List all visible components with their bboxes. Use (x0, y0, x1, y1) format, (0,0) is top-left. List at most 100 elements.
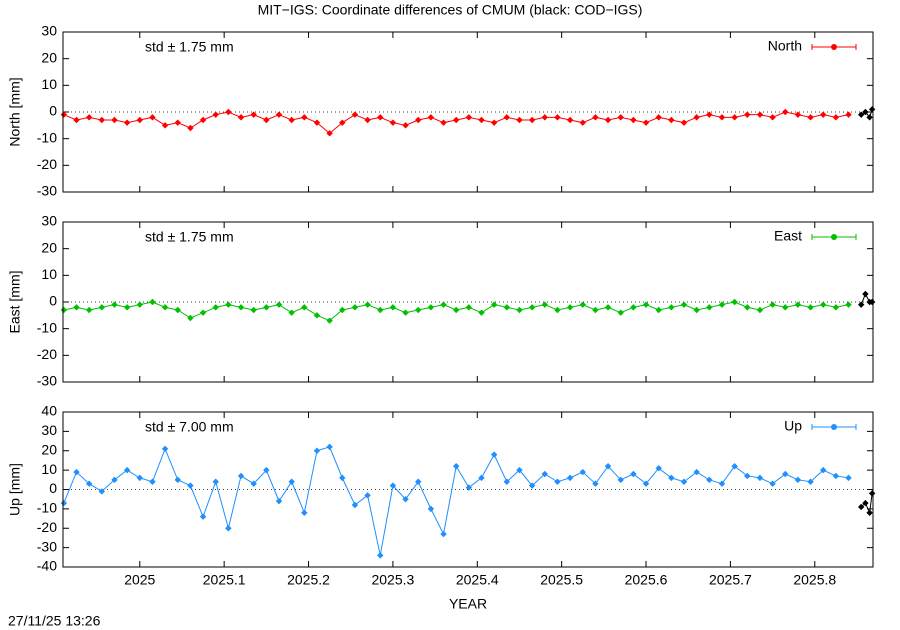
data-point (275, 111, 283, 118)
data-point (490, 301, 498, 308)
data-point (642, 301, 650, 308)
legend-marker (831, 424, 837, 430)
data-point (212, 304, 219, 311)
series-line (860, 493, 873, 515)
data-point (503, 304, 511, 311)
data-point (744, 304, 751, 311)
data-point (250, 111, 257, 118)
x-tick-label: 2025.2 (287, 572, 330, 588)
data-point (820, 466, 827, 474)
data-point (415, 478, 422, 485)
data-point (868, 298, 876, 306)
data-point (617, 309, 624, 316)
data-point (807, 114, 814, 121)
data-point (402, 495, 409, 503)
data-point (490, 119, 498, 126)
data-point (301, 509, 308, 516)
legend-label: Up (784, 418, 802, 434)
data-point (174, 476, 181, 484)
y-tick-label: 10 (41, 461, 57, 477)
data-point (617, 114, 624, 121)
data-point (275, 301, 283, 308)
y-tick-label: 10 (41, 76, 57, 92)
data-point (845, 474, 852, 482)
data-point (187, 124, 194, 132)
data-point (415, 306, 422, 314)
data-point (731, 114, 738, 121)
data-point (655, 464, 662, 472)
data-point (857, 503, 865, 511)
x-tick-label: 2025.6 (625, 572, 668, 588)
data-point (554, 306, 561, 314)
data-point (402, 122, 409, 129)
data-point (427, 505, 435, 513)
data-point (288, 309, 295, 316)
data-point (706, 304, 713, 311)
data-point (807, 478, 814, 485)
data-point (415, 116, 422, 124)
legend-marker (831, 44, 837, 50)
plot-frame (62, 411, 874, 568)
y-tick-label: -10 (37, 319, 57, 335)
data-point (782, 470, 789, 478)
data-point (554, 478, 561, 485)
data-point (794, 476, 802, 484)
data-point (465, 304, 473, 311)
data-point (832, 472, 840, 480)
x-tick-label: 2025 (124, 572, 155, 588)
data-point (465, 114, 473, 121)
y-tick-label: -20 (37, 519, 57, 535)
data-point (263, 466, 270, 474)
data-point (73, 116, 80, 124)
data-point (263, 116, 270, 124)
data-point (579, 119, 586, 126)
data-point (769, 114, 776, 121)
data-point (60, 111, 68, 118)
data-point (326, 317, 333, 324)
data-point (756, 474, 764, 482)
data-point (313, 447, 321, 454)
data-point (516, 466, 523, 474)
data-point (212, 478, 219, 485)
data-point (85, 480, 93, 487)
y-tick-label: -30 (37, 538, 57, 554)
data-point (718, 480, 726, 487)
data-point (161, 122, 169, 129)
data-point (161, 304, 169, 311)
data-point (706, 476, 713, 484)
data-point (782, 304, 789, 311)
y-tick-label: 20 (41, 49, 57, 65)
data-point (225, 108, 232, 116)
data-point (377, 306, 384, 314)
data-point (857, 111, 865, 118)
data-point (389, 482, 397, 489)
data-point (440, 119, 447, 126)
data-point (389, 119, 397, 126)
y-tick-label: 30 (41, 213, 57, 229)
data-point (706, 111, 713, 118)
data-point (225, 301, 232, 308)
std-annotation: std ± 7.00 mm (145, 419, 234, 435)
data-point (794, 111, 802, 118)
data-point (820, 301, 827, 308)
x-tick-label: 2025.4 (456, 572, 499, 588)
y-tick-label: -30 (37, 183, 57, 199)
data-point (862, 499, 869, 507)
data-point (579, 468, 586, 476)
data-point (782, 108, 789, 116)
timestamp: 27/11/25 13:26 (8, 613, 101, 629)
data-point (427, 304, 435, 311)
y-axis-label: North [mm] (7, 77, 23, 146)
data-point (60, 499, 68, 507)
data-point (566, 474, 574, 482)
data-point (630, 470, 637, 478)
data-point (452, 306, 460, 314)
data-point (212, 111, 219, 118)
y-tick-label: -30 (37, 373, 57, 389)
data-point (377, 114, 384, 121)
data-point (642, 119, 650, 126)
data-point (642, 480, 650, 487)
data-point (339, 119, 346, 126)
data-point (832, 304, 840, 311)
data-point (339, 474, 346, 482)
